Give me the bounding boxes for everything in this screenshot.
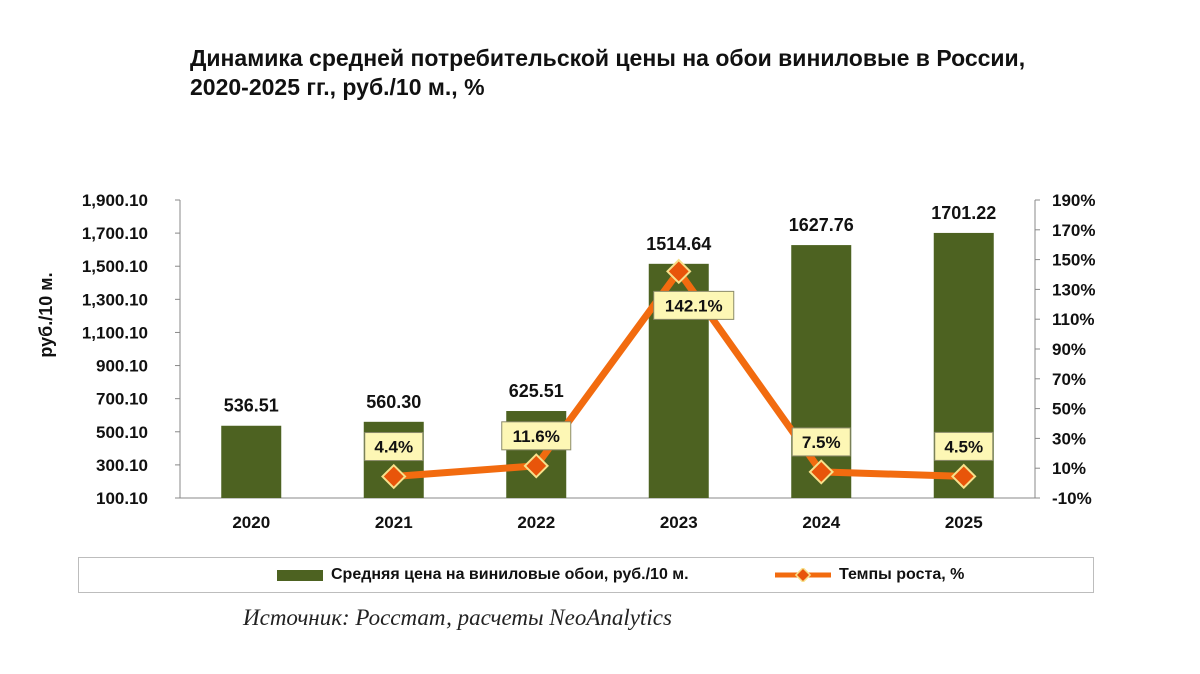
growth-data-label: 11.6% — [513, 427, 560, 446]
bar-data-label: 1701.22 — [931, 203, 996, 223]
legend-item-growth: Темпы роста, % — [775, 558, 964, 592]
growth-label-box — [501, 421, 572, 451]
legend-swatch-line — [775, 566, 831, 584]
y2-tick-label: 130% — [1052, 280, 1095, 299]
y-tick-label: 1,700.10 — [82, 224, 148, 243]
chart-title-line-1: Динамика средней потребительской цены на… — [190, 45, 1026, 71]
chart-title: Динамика средней потребительской цены на… — [190, 44, 1150, 102]
y-tick-label: 900.10 — [96, 357, 148, 376]
legend-label-price: Средняя цена на виниловые обои, руб./10 … — [331, 566, 689, 583]
chart-title-line-2: 2020-2025 гг., руб./10 м., % — [190, 74, 485, 100]
y-axis-label: руб./10 м. — [36, 272, 56, 357]
legend-label-growth: Темпы роста, % — [839, 566, 965, 583]
y2-tick-label: 70% — [1052, 370, 1086, 389]
chart-legend: Средняя цена на виниловые обои, руб./10 … — [78, 557, 1094, 593]
y2-tick-label: 150% — [1052, 251, 1095, 270]
x-tick-label: 2024 — [802, 513, 840, 532]
y-tick-label: 1,900.10 — [82, 191, 148, 210]
y-tick-label: 1,300.10 — [82, 290, 148, 309]
growth-data-label: 4.5% — [944, 437, 983, 456]
y2-tick-label: -10% — [1052, 489, 1092, 508]
y-tick-label: 700.10 — [96, 390, 148, 409]
y2-tick-label: 10% — [1052, 459, 1086, 478]
growth-point — [951, 463, 977, 490]
y2-tick-label: 190% — [1052, 191, 1095, 210]
bar-data-label: 625.51 — [509, 381, 564, 401]
growth-label-box — [653, 290, 735, 320]
y-tick-label: 100.10 — [96, 489, 148, 508]
y2-tick-label: 90% — [1052, 340, 1086, 359]
growth-point — [808, 459, 834, 485]
growth-data-label: 4.4% — [374, 438, 413, 457]
legend-item-price: Средняя цена на виниловые обои, руб./10 … — [277, 558, 689, 592]
growth-label-box — [791, 427, 851, 457]
bar-data-label: 536.51 — [224, 396, 279, 416]
x-tick-label: 2023 — [660, 513, 698, 532]
bar — [221, 425, 282, 498]
growth-point — [381, 463, 407, 490]
growth-point — [523, 453, 549, 479]
y2-tick-label: 30% — [1052, 429, 1086, 448]
legend-swatch-bar — [277, 569, 323, 581]
y2-tick-label: 50% — [1052, 400, 1086, 419]
source-note: Источник: Росстат, расчеты NeoAnalytics — [243, 605, 672, 630]
growth-point — [666, 258, 692, 285]
bar-data-label: 1514.64 — [646, 234, 711, 254]
bar-data-label: 1627.76 — [789, 215, 854, 235]
y-tick-label: 300.10 — [96, 456, 148, 475]
growth-data-label: 142.1% — [665, 296, 723, 315]
y-tick-label: 1,500.10 — [82, 257, 148, 276]
x-tick-label: 2020 — [232, 513, 270, 532]
y2-tick-label: 110% — [1052, 310, 1095, 329]
x-tick-label: 2025 — [945, 513, 983, 532]
growth-data-label: 7.5% — [802, 433, 841, 452]
y-tick-label: 1,100.10 — [82, 323, 148, 342]
chart-plot: 1,900.10 1,700.10 1,500.10 1,300.10 1,100.10… — [36, 191, 1095, 532]
growth-label-box — [364, 432, 424, 462]
x-tick-label: 2022 — [517, 513, 555, 532]
y2-tick-label: 170% — [1052, 221, 1095, 240]
bar-data-label: 560.30 — [366, 392, 421, 412]
growth-label-box — [934, 431, 994, 461]
y-tick-label: 500.10 — [96, 423, 148, 442]
x-tick-label: 2021 — [375, 513, 413, 532]
